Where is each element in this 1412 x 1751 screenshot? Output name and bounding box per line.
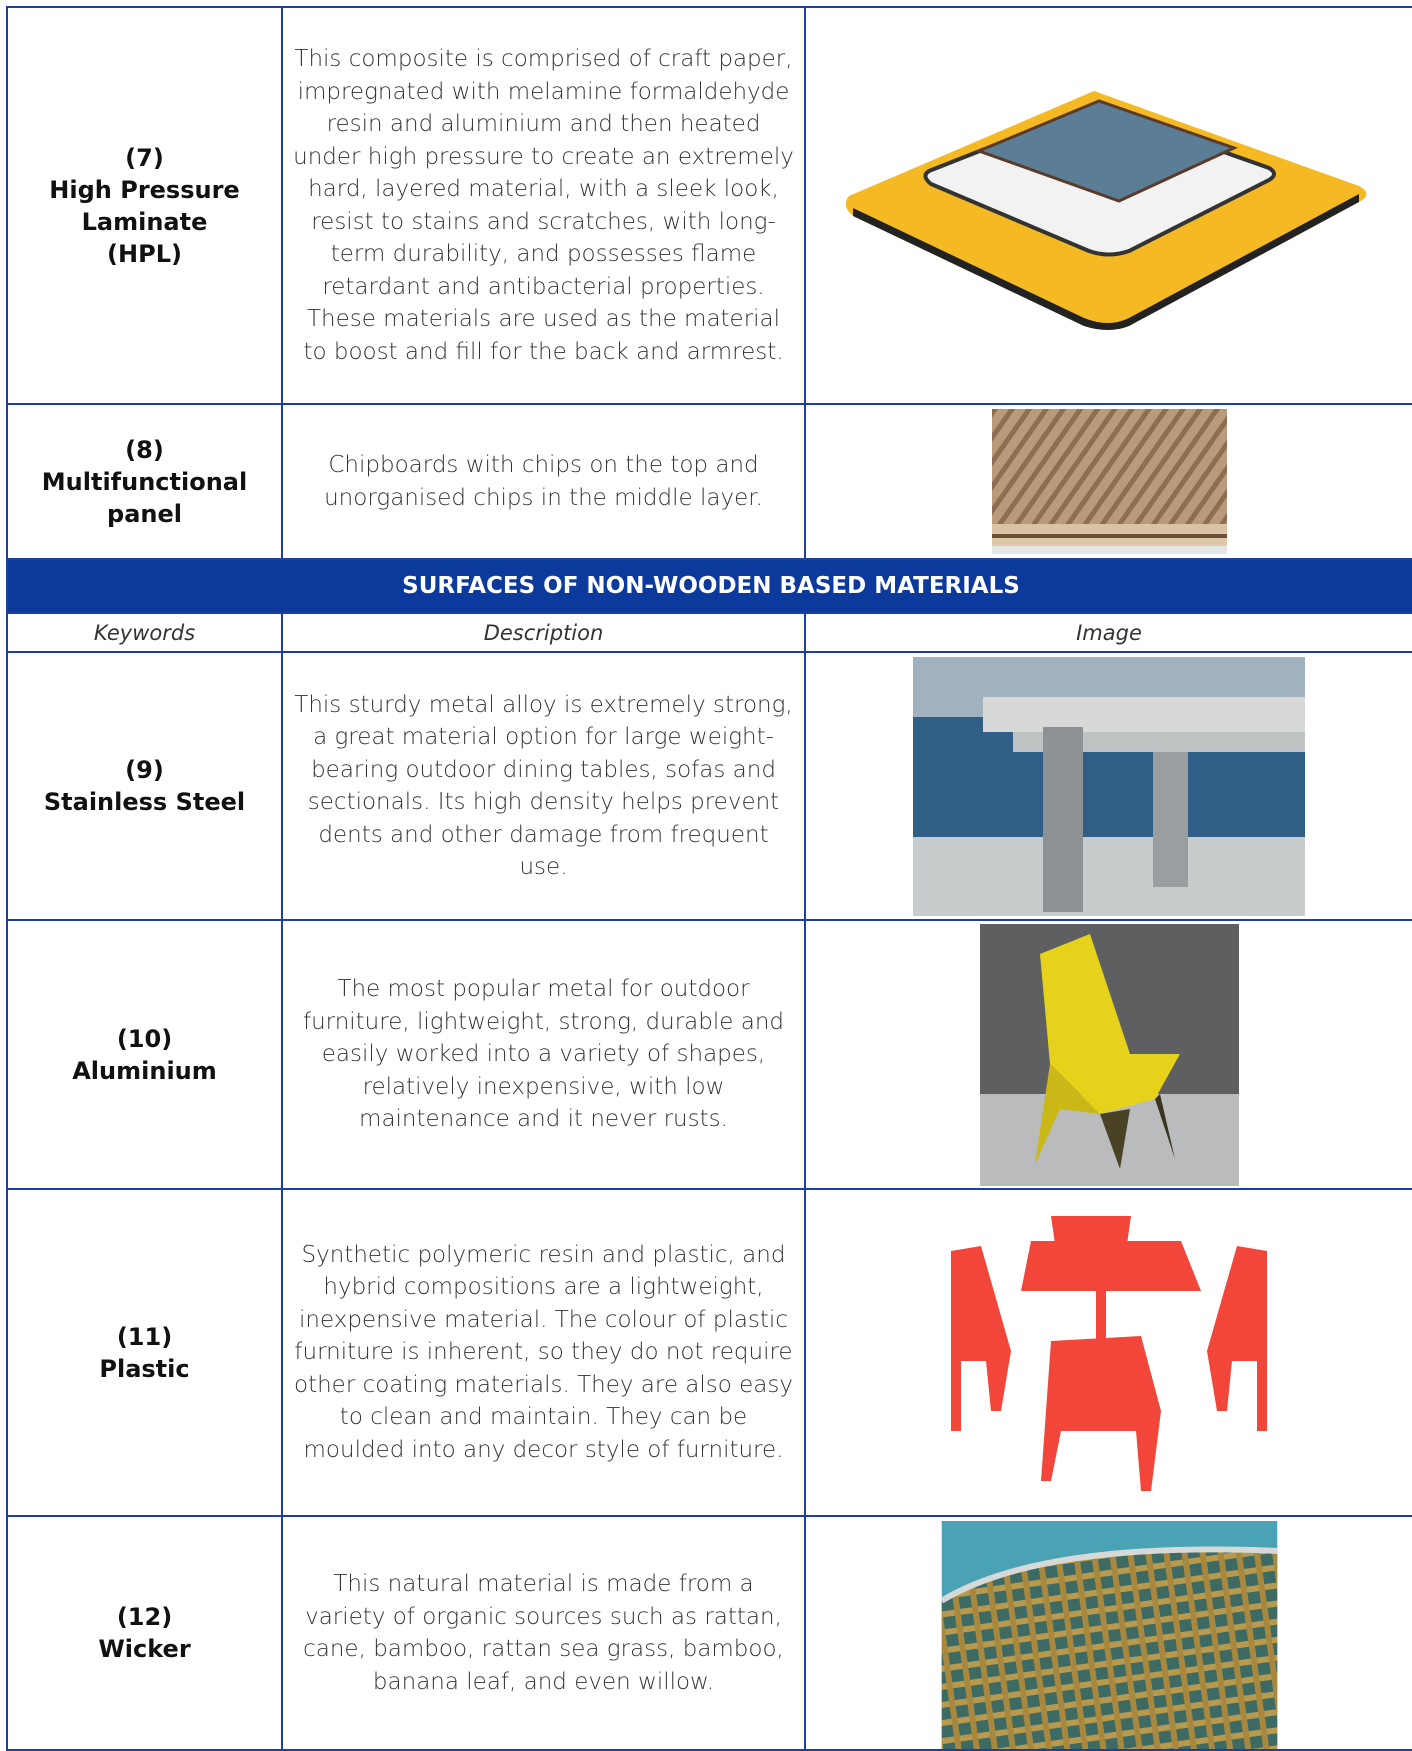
keyword-cell: (9) Stainless Steel [8, 653, 283, 921]
description: Chipboards with chips on the top and uno… [283, 405, 806, 560]
image-cell [806, 1517, 1412, 1751]
keyword-cell: (8) Multifunctional panel [8, 405, 283, 560]
row-number: (10) [116, 1024, 173, 1053]
description: Synthetic polymeric resin and plastic, a… [283, 1190, 806, 1517]
image-cell [806, 653, 1412, 921]
keyword: Stainless Steel [43, 788, 246, 816]
section-title: SURFACES OF NON-WOODEN BASED MATERIALS [8, 560, 1412, 614]
description: This sturdy metal alloy is extremely str… [283, 653, 806, 921]
keyword: High Pressure Laminate (HPL) [49, 175, 240, 268]
description: The most popular metal for outdoor furni… [283, 921, 806, 1190]
wicker-image [940, 1521, 1277, 1749]
keyword-cell: (11) Plastic [8, 1190, 283, 1517]
column-header: Description [283, 614, 806, 653]
materials-table: (7) High Pressure Laminate (HPL) This co… [6, 6, 1412, 1751]
hpl-image [845, 90, 1367, 330]
keyword: Aluminium [72, 1056, 217, 1085]
image-cell [806, 1190, 1412, 1517]
keyword-cell: (12) Wicker [8, 1517, 283, 1751]
row-number: (8) [125, 435, 164, 464]
column-header: Keywords [8, 614, 283, 653]
plastic-image [951, 1215, 1267, 1491]
row-number: (11) [116, 1322, 173, 1351]
keyword: Multifunctional panel [41, 467, 248, 528]
aluminium-image [979, 923, 1239, 1186]
description: This natural material is made from a var… [283, 1517, 806, 1751]
column-header: Image [806, 614, 1412, 653]
image-cell [806, 8, 1412, 405]
row-number: (9) [125, 756, 164, 784]
keyword: Plastic [99, 1354, 190, 1383]
image-cell [806, 405, 1412, 560]
panel-image [991, 409, 1227, 554]
row-number: (7) [125, 143, 164, 172]
keyword-cell: (10) Aluminium [8, 921, 283, 1190]
image-cell [806, 921, 1412, 1190]
keyword: Wicker [98, 1635, 191, 1663]
row-number: (12) [116, 1603, 173, 1631]
description: This composite is comprised of craft pap… [283, 8, 806, 405]
steel-image [913, 656, 1305, 916]
keyword-cell: (7) High Pressure Laminate (HPL) [8, 8, 283, 405]
